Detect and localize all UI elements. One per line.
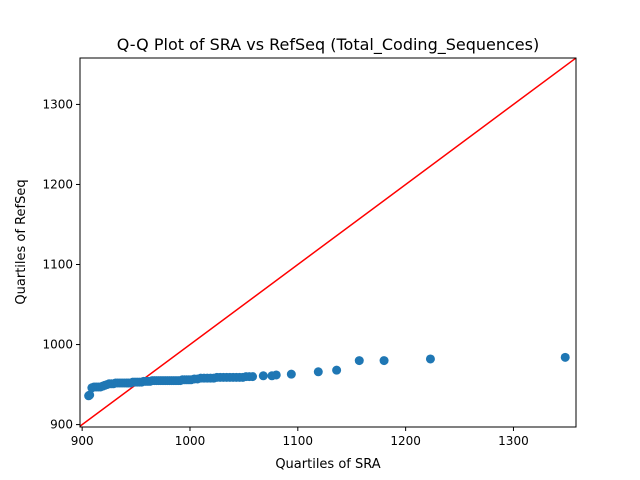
data-point <box>354 356 364 366</box>
data-point <box>271 370 281 380</box>
y-axis: 900 1000 1100 1200 1300 <box>42 97 80 432</box>
data-point <box>560 352 570 362</box>
data-point <box>85 390 95 400</box>
data-point <box>379 356 389 366</box>
y-tick-label: 1100 <box>42 258 73 272</box>
y-axis-label: Quartiles of RefSeq <box>14 179 29 304</box>
data-point <box>286 369 296 379</box>
reference-line <box>80 58 576 427</box>
plot-area <box>80 58 576 427</box>
data-point <box>332 365 342 375</box>
x-tick-label: 1000 <box>175 434 206 448</box>
data-point <box>258 371 268 381</box>
x-tick-label: 1100 <box>283 434 314 448</box>
x-tick-label: 1200 <box>390 434 421 448</box>
y-tick-label: 900 <box>50 418 73 432</box>
x-tick-label: 1300 <box>498 434 529 448</box>
data-point <box>425 354 435 364</box>
chart-title: Q-Q Plot of SRA vs RefSeq (Total_Coding_… <box>117 35 539 55</box>
y-tick-label: 1000 <box>42 338 73 352</box>
data-point <box>313 367 323 377</box>
x-axis-label: Quartiles of SRA <box>275 457 380 472</box>
data-point <box>248 372 258 382</box>
x-axis: 900 1000 1100 1200 1300 <box>71 427 529 448</box>
y-tick-label: 1200 <box>42 177 73 191</box>
y-tick-label: 1300 <box>42 97 73 111</box>
axes-frame <box>79 57 577 428</box>
x-tick-label: 900 <box>71 434 94 448</box>
